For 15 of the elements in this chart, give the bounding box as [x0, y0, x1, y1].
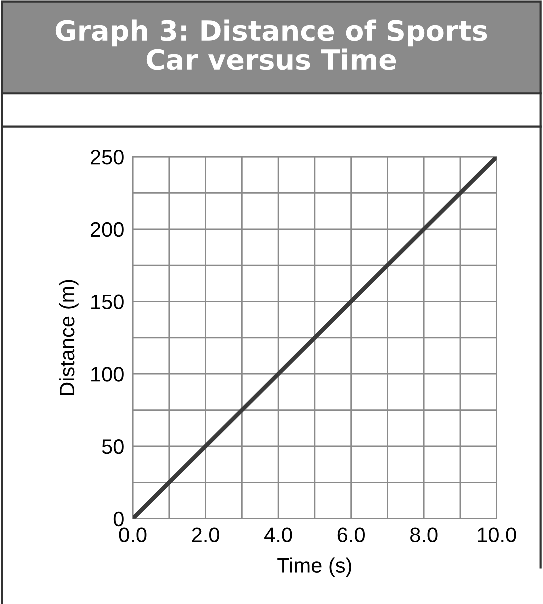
x-tick-label: 6.0	[338, 528, 365, 542]
chart-title: Graph 3: Distance of Sports Car versus Time	[56, 20, 488, 70]
x-tick-label: 4.0	[264, 528, 292, 542]
y-tick-label: 100	[92, 367, 124, 382]
y-tick-label: 150	[92, 294, 124, 310]
x-tick-label: 0.0	[119, 528, 147, 542]
y-tick-label: 0	[114, 512, 124, 527]
y-tick-label: 50	[102, 439, 124, 454]
x-axis-title: Time (s)	[278, 558, 352, 578]
x-tick-label: 10.0	[478, 528, 516, 542]
y-axis-title: Distance (m)	[59, 280, 79, 396]
x-tick-label: 2.0	[192, 528, 220, 542]
y-tick-label: 200	[90, 222, 124, 238]
y-tick-label: 250	[90, 150, 124, 165]
x-tick-label: 8.0	[410, 528, 438, 542]
